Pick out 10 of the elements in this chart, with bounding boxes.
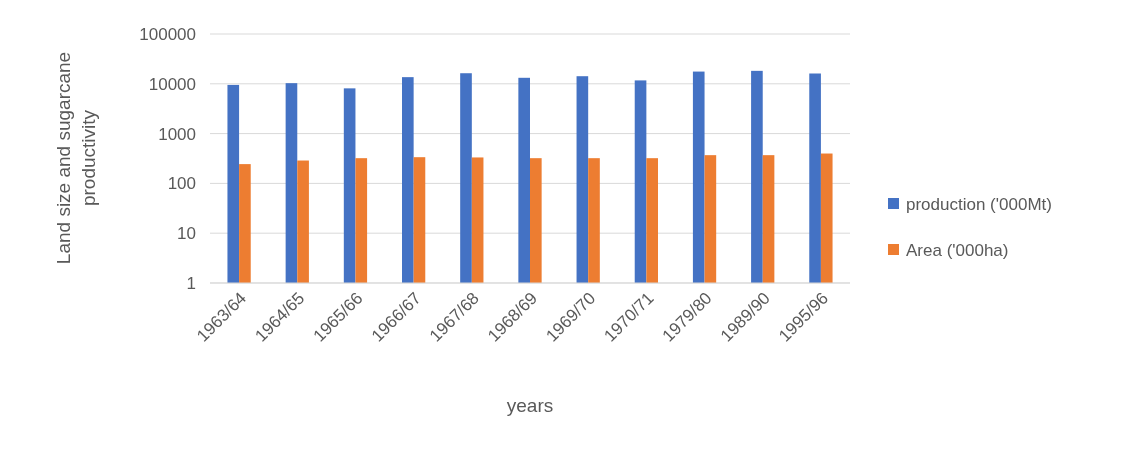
y-axis-title: Land size and sugarcane productivity [53, 51, 99, 265]
y-tick-label: 1000 [158, 124, 196, 144]
y-tick-label: 100 [167, 174, 196, 194]
y-tick-label: 10000 [148, 74, 196, 94]
x-axis-title: years [506, 395, 554, 416]
y-tick-label: 1 [186, 273, 196, 293]
legend-label: production ('000Mt) [906, 194, 1052, 214]
y-tick-label: 100000 [139, 24, 196, 44]
y-tick-label: 10 [177, 224, 196, 244]
legend-label: Area ('000ha) [906, 240, 1009, 260]
